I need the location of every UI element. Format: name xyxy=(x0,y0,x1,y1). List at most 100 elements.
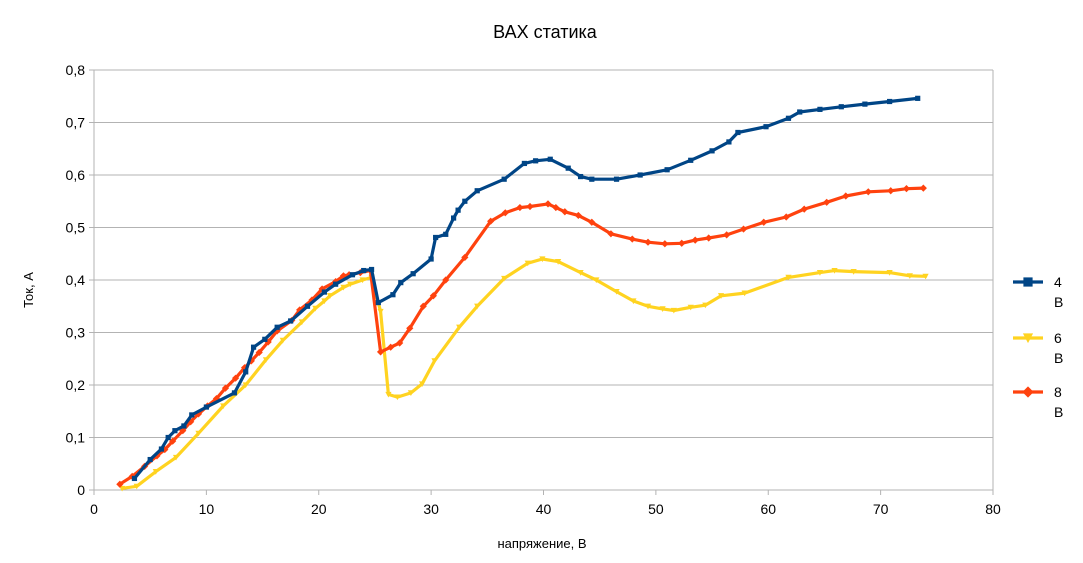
data-point xyxy=(1022,386,1034,398)
series-1 xyxy=(131,95,921,482)
data-point xyxy=(410,271,416,277)
data-point xyxy=(279,337,286,344)
data-point xyxy=(431,358,438,364)
data-point xyxy=(376,348,385,356)
y-tick-label: 0 xyxy=(77,482,85,498)
data-point xyxy=(691,236,699,244)
data-point xyxy=(262,357,270,363)
data-point xyxy=(922,273,929,280)
data-point xyxy=(915,95,921,101)
data-point xyxy=(723,231,731,239)
data-point xyxy=(524,260,531,267)
data-point xyxy=(375,299,381,306)
data-point xyxy=(131,475,138,482)
x-tick-label: 20 xyxy=(311,501,327,517)
data-point xyxy=(705,234,713,242)
data-point xyxy=(644,303,652,310)
data-point xyxy=(887,187,895,195)
data-point xyxy=(664,167,670,173)
data-point xyxy=(262,336,268,342)
data-point xyxy=(644,238,652,246)
data-point xyxy=(318,285,326,293)
data-point xyxy=(116,480,124,488)
data-point xyxy=(133,483,140,490)
data-point xyxy=(919,184,927,192)
data-point xyxy=(739,225,748,233)
data-point xyxy=(147,456,153,463)
data-point xyxy=(429,292,437,300)
data-point xyxy=(838,104,844,110)
data-point xyxy=(565,165,571,171)
data-point xyxy=(628,235,636,243)
data-point xyxy=(588,218,596,226)
x-tick-label: 70 xyxy=(873,501,889,517)
legend-label: 4 xyxy=(1054,274,1062,290)
data-point xyxy=(785,115,792,121)
data-point xyxy=(577,270,584,276)
data-point xyxy=(661,240,669,248)
data-point xyxy=(255,348,263,357)
data-point xyxy=(442,276,450,284)
data-point xyxy=(189,412,195,418)
data-point xyxy=(1023,277,1033,287)
data-point xyxy=(169,437,177,445)
y-tick-label: 0,1 xyxy=(66,430,86,446)
data-point xyxy=(443,231,449,237)
data-point xyxy=(419,381,426,388)
data-point xyxy=(461,253,469,262)
data-point xyxy=(387,343,395,351)
data-point xyxy=(607,230,615,238)
legend-label-unit: В xyxy=(1054,294,1063,310)
grid-lines xyxy=(94,69,993,491)
data-point xyxy=(544,200,552,208)
data-point xyxy=(516,203,524,212)
x-tick-label: 0 xyxy=(90,501,98,517)
axes: 0 0,1 0,2 0,3 0,4 0,5 0,6 0,7 0,8 0 10 20 30 40 50 60 70… xyxy=(66,62,1001,517)
data-point xyxy=(800,205,808,213)
data-point xyxy=(902,185,911,193)
data-point xyxy=(220,403,227,410)
data-point xyxy=(552,203,560,212)
data-point xyxy=(242,382,249,389)
data-point xyxy=(613,176,620,182)
series-line xyxy=(120,257,928,490)
data-point xyxy=(298,319,305,326)
data-point xyxy=(726,139,732,145)
data-point xyxy=(687,304,694,311)
data-point xyxy=(321,289,327,295)
y-tick-label: 0,2 xyxy=(66,377,86,393)
data-point xyxy=(816,270,824,276)
chart-title: ВАХ статика xyxy=(493,22,598,42)
data-point xyxy=(487,217,495,225)
data-point xyxy=(451,215,457,221)
series-line xyxy=(118,186,925,486)
data-point xyxy=(312,305,319,312)
data-point xyxy=(398,280,404,286)
data-point xyxy=(326,293,334,299)
data-point xyxy=(577,173,584,180)
data-point xyxy=(886,270,893,276)
data-point xyxy=(339,272,348,280)
legend-entry: 4В xyxy=(1013,274,1063,310)
data-point xyxy=(394,394,401,401)
data-point xyxy=(593,277,600,284)
data-point xyxy=(906,273,913,279)
y-tick-label: 0,8 xyxy=(66,62,86,78)
data-point xyxy=(195,430,202,437)
x-tick-label: 40 xyxy=(536,501,552,517)
data-point xyxy=(406,324,414,332)
series-line xyxy=(132,96,920,480)
data-point xyxy=(462,198,468,204)
x-tick-label: 10 xyxy=(199,501,215,517)
data-point xyxy=(688,157,694,163)
data-point xyxy=(349,272,356,278)
data-point xyxy=(359,277,366,284)
y-tick-label: 0,3 xyxy=(66,325,86,341)
y-tick-label: 0,5 xyxy=(66,220,86,236)
legend-label: 6 xyxy=(1054,330,1062,346)
data-point xyxy=(501,209,509,217)
data-point xyxy=(165,434,171,441)
data-point xyxy=(396,339,404,347)
data-point xyxy=(474,303,481,310)
